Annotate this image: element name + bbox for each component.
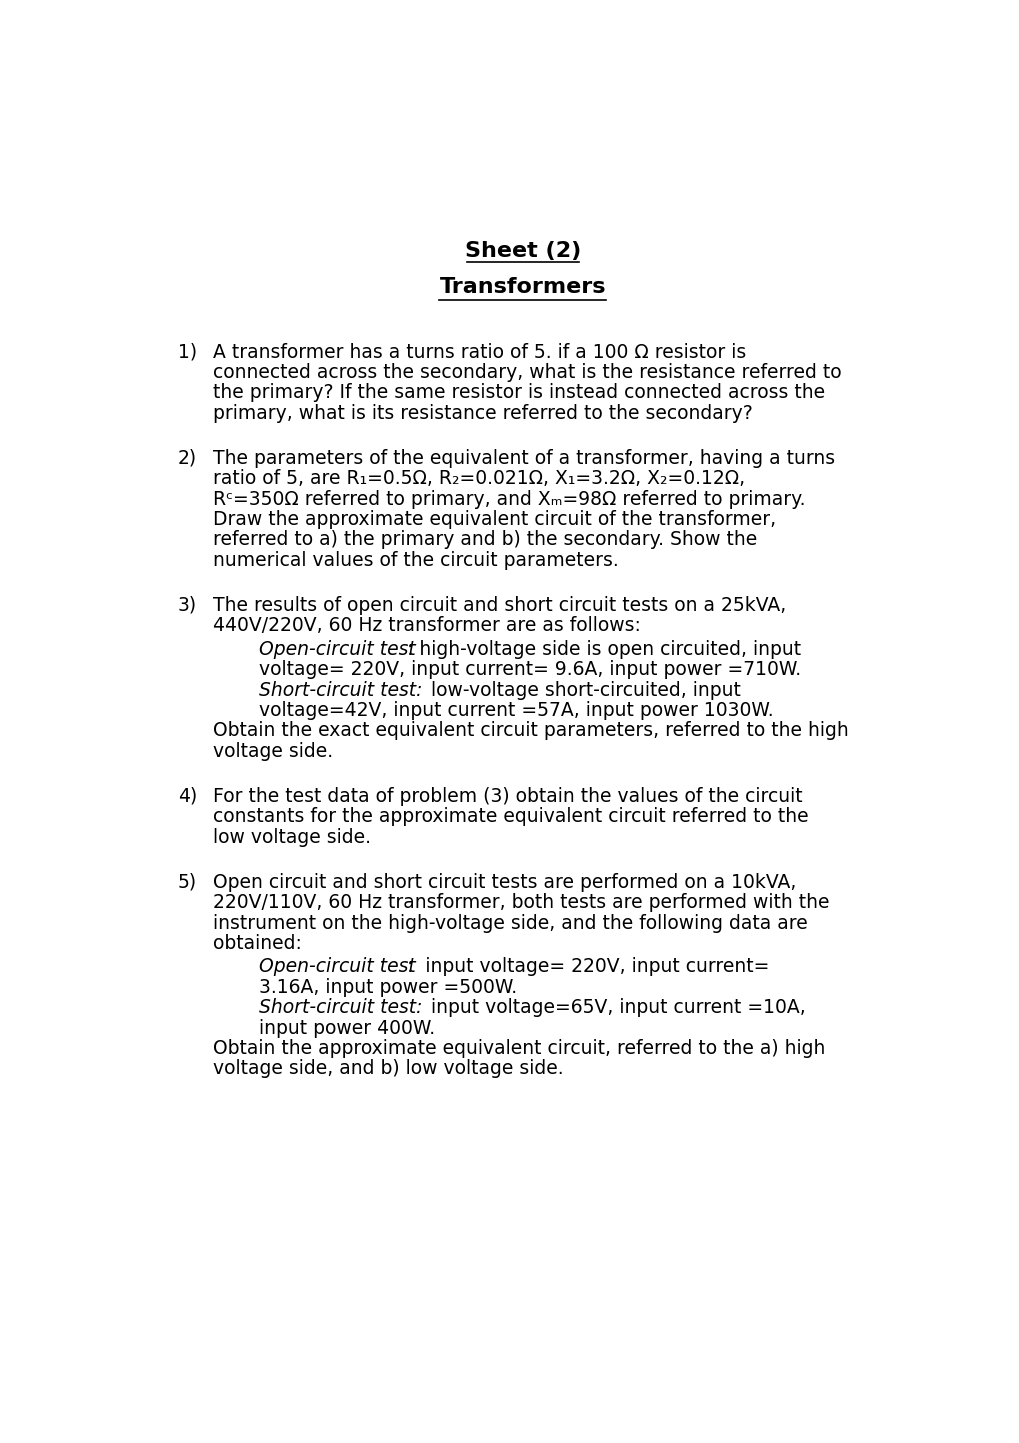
Text: : high-voltage side is open circuited, input: : high-voltage side is open circuited, i…	[407, 639, 801, 659]
Text: 5): 5)	[177, 873, 197, 892]
Text: voltage side, and b) low voltage side.: voltage side, and b) low voltage side.	[213, 1059, 562, 1078]
Text: input power 400W.: input power 400W.	[259, 1019, 435, 1038]
Text: constants for the approximate equivalent circuit referred to the: constants for the approximate equivalent…	[213, 807, 808, 827]
Text: 2): 2)	[177, 449, 197, 468]
Text: obtained:: obtained:	[213, 934, 302, 952]
Text: For the test data of problem (3) obtain the values of the circuit: For the test data of problem (3) obtain …	[213, 786, 802, 805]
Text: The parameters of the equivalent of a transformer, having a turns: The parameters of the equivalent of a tr…	[213, 449, 835, 468]
Text: 4): 4)	[177, 786, 197, 805]
Text: 1): 1)	[177, 342, 197, 362]
Text: 440V/220V, 60 Hz transformer are as follows:: 440V/220V, 60 Hz transformer are as foll…	[213, 616, 640, 635]
Text: instrument on the high-voltage side, and the following data are: instrument on the high-voltage side, and…	[213, 913, 807, 932]
Text: Draw the approximate equivalent circuit of the transformer,: Draw the approximate equivalent circuit …	[213, 509, 775, 530]
Text: low voltage side.: low voltage side.	[213, 828, 370, 847]
Text: Open-circuit test: Open-circuit test	[259, 957, 416, 977]
Text: numerical values of the circuit parameters.: numerical values of the circuit paramete…	[213, 551, 618, 570]
Text: referred to a) the primary and b) the secondary. Show the: referred to a) the primary and b) the se…	[213, 531, 756, 550]
Text: input voltage=65V, input current =10A,: input voltage=65V, input current =10A,	[425, 999, 805, 1017]
Text: A transformer has a turns ratio of 5. if a 100 Ω resistor is: A transformer has a turns ratio of 5. if…	[213, 342, 745, 362]
Text: Short-circuit test:: Short-circuit test:	[259, 681, 422, 700]
Text: Obtain the approximate equivalent circuit, referred to the a) high: Obtain the approximate equivalent circui…	[213, 1039, 824, 1058]
Text: primary, what is its resistance referred to the secondary?: primary, what is its resistance referred…	[213, 404, 752, 423]
Text: 3): 3)	[177, 596, 197, 615]
Text: Short-circuit test:: Short-circuit test:	[259, 999, 422, 1017]
Text: voltage= 220V, input current= 9.6A, input power =710W.: voltage= 220V, input current= 9.6A, inpu…	[259, 661, 801, 680]
Text: Rᶜ=350Ω referred to primary, and Xₘ=98Ω referred to primary.: Rᶜ=350Ω referred to primary, and Xₘ=98Ω …	[213, 489, 804, 508]
Text: 3.16A, input power =500W.: 3.16A, input power =500W.	[259, 978, 517, 997]
Text: low-voltage short-circuited, input: low-voltage short-circuited, input	[425, 681, 740, 700]
Text: the primary? If the same resistor is instead connected across the: the primary? If the same resistor is ins…	[213, 384, 824, 403]
Text: connected across the secondary, what is the resistance referred to: connected across the secondary, what is …	[213, 364, 841, 382]
Text: voltage side.: voltage side.	[213, 742, 332, 760]
Text: The results of open circuit and short circuit tests on a 25kVA,: The results of open circuit and short ci…	[213, 596, 786, 615]
Text: Sheet (2): Sheet (2)	[465, 241, 580, 261]
Text: voltage=42V, input current =57A, input power 1030W.: voltage=42V, input current =57A, input p…	[259, 701, 773, 720]
Text: Open-circuit test: Open-circuit test	[259, 639, 416, 659]
Text: Obtain the exact equivalent circuit parameters, referred to the high: Obtain the exact equivalent circuit para…	[213, 722, 848, 740]
Text: 220V/110V, 60 Hz transformer, both tests are performed with the: 220V/110V, 60 Hz transformer, both tests…	[213, 893, 828, 912]
Text: ratio of 5, are R₁=0.5Ω, R₂=0.021Ω, X₁=3.2Ω, X₂=0.12Ω,: ratio of 5, are R₁=0.5Ω, R₂=0.021Ω, X₁=3…	[213, 469, 744, 488]
Text: Open circuit and short circuit tests are performed on a 10kVA,: Open circuit and short circuit tests are…	[213, 873, 796, 892]
Text: :  input voltage= 220V, input current=: : input voltage= 220V, input current=	[407, 957, 769, 977]
Text: Transformers: Transformers	[439, 277, 605, 297]
